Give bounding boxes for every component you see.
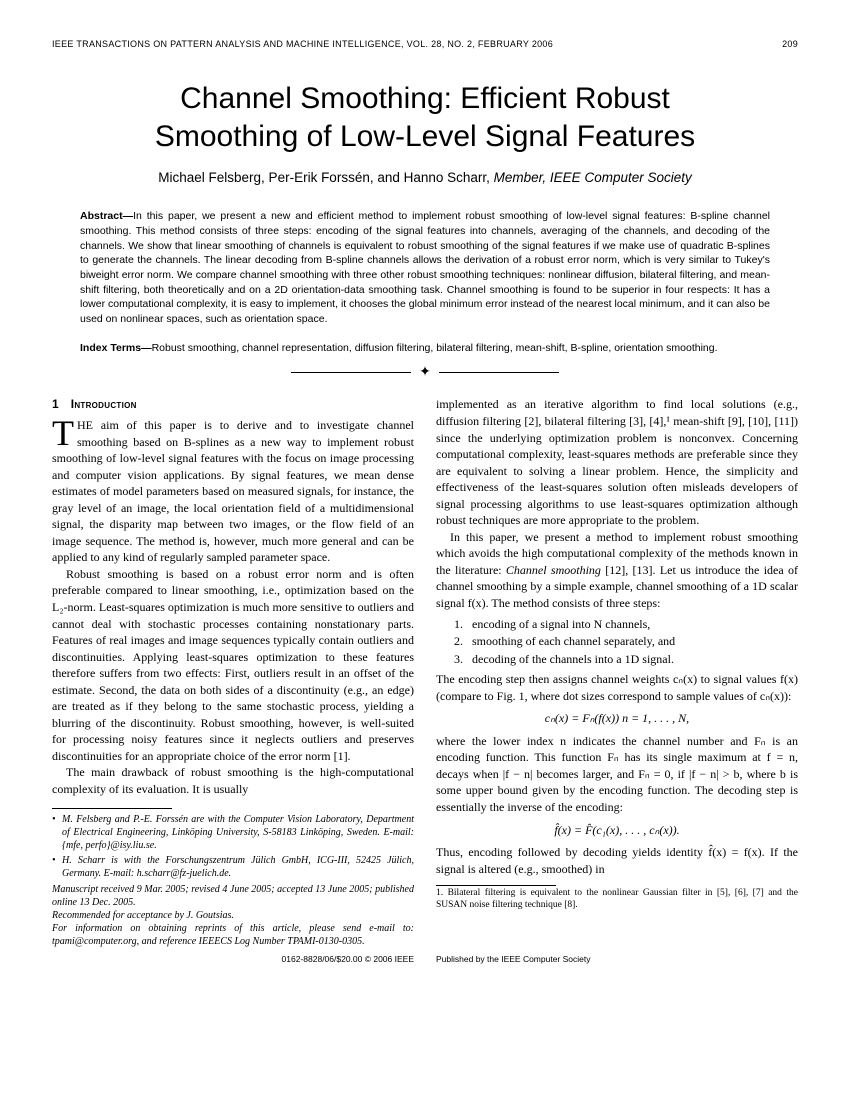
index-label: Index Terms—	[80, 342, 152, 354]
method-steps: 1.encoding of a signal into N channels, …	[454, 616, 798, 668]
paragraph: Robust smoothing is based on a robust er…	[52, 566, 414, 765]
abstract: Abstract—In this paper, we present a new…	[52, 209, 798, 327]
paragraph: Thus, encoding followed by decoding yiel…	[436, 844, 798, 877]
paragraph: where the lower index n indicates the ch…	[436, 733, 798, 816]
step-text: smoothing of each channel separately, an…	[472, 634, 675, 648]
manuscript-reprints: For information on obtaining reprints of…	[52, 922, 414, 948]
footer-line: 0162-8828/06/$20.00 © 2006 IEEE Publishe…	[52, 954, 798, 965]
paper-title: Channel Smoothing: Efficient Robust Smoo…	[52, 80, 798, 155]
right-column: implemented as an iterative algorithm to…	[436, 396, 798, 947]
index-text: Robust smoothing, channel representation…	[152, 342, 718, 354]
manuscript-dates: Manuscript received 9 Mar. 2005; revised…	[52, 883, 414, 909]
affiliation-item: H. Scharr is with the Forschungszentrum …	[52, 854, 414, 880]
step-item: 1.encoding of a signal into N channels,	[454, 616, 798, 633]
paragraph-emph: Channel smoothing	[506, 563, 601, 577]
index-terms: Index Terms—Robust smoothing, channel re…	[52, 341, 798, 356]
abstract-text: In this paper, we present a new and effi…	[80, 210, 770, 325]
authors-line: Michael Felsberg, Per-Erik Forssén, and …	[52, 169, 798, 187]
publisher-notice: Published by the IEEE Computer Society	[425, 954, 798, 965]
section-divider: ✦	[52, 364, 798, 383]
footnote-rule	[436, 885, 556, 886]
author-membership: Member, IEEE Computer Society	[494, 170, 692, 185]
page-number: 209	[782, 38, 798, 50]
paragraph: The main drawback of robust smoothing is…	[52, 764, 414, 797]
drop-cap: T	[52, 417, 77, 447]
section-title: Introduction	[71, 397, 137, 411]
affiliation-item: M. Felsberg and P.-E. Forssén are with t…	[52, 813, 414, 852]
step-item: 2.smoothing of each channel separately, …	[454, 633, 798, 650]
affiliations: M. Felsberg and P.-E. Forssén are with t…	[52, 813, 414, 880]
footnote: 1. Bilateral filtering is equivalent to …	[436, 888, 798, 912]
author-names: Michael Felsberg, Per-Erik Forssén, and …	[158, 170, 493, 185]
paragraph-text: HE aim of this paper is to derive and to…	[52, 418, 414, 564]
section-number: 1	[52, 397, 59, 411]
journal-name: IEEE TRANSACTIONS ON PATTERN ANALYSIS AN…	[52, 38, 553, 50]
manuscript-info: Manuscript received 9 Mar. 2005; revised…	[52, 883, 414, 948]
step-item: 3.decoding of the channels into a 1D sig…	[454, 651, 798, 668]
equation: cₙ(x) = Fₙ(f(x)) n = 1, . . . , N,	[436, 710, 798, 727]
paragraph: implemented as an iterative algorithm to…	[436, 396, 798, 528]
equation: f̂(x) = F̂(c₁(x), . . . , cₙ(x)).	[436, 822, 798, 839]
journal-header: IEEE TRANSACTIONS ON PATTERN ANALYSIS AN…	[52, 38, 798, 50]
section-heading-1: 1 Introduction	[52, 396, 414, 413]
paragraph: The encoding step then assigns channel w…	[436, 671, 798, 704]
manuscript-editor: Recommended for acceptance by J. Goutsia…	[52, 909, 414, 922]
abstract-label: Abstract—	[80, 210, 133, 222]
step-text: encoding of a signal into N channels,	[472, 617, 650, 631]
paragraph: THE aim of this paper is to derive and t…	[52, 417, 414, 566]
paragraph: In this paper, we present a method to im…	[436, 529, 798, 612]
title-line-2: Smoothing of Low-Level Signal Features	[155, 120, 695, 153]
left-column: 1 Introduction THE aim of this paper is t…	[52, 396, 414, 947]
copyright-notice: 0162-8828/06/$20.00 © 2006 IEEE	[52, 954, 425, 965]
title-line-1: Channel Smoothing: Efficient Robust	[180, 82, 670, 115]
step-text: decoding of the channels into a 1D signa…	[472, 652, 674, 666]
body-columns: 1 Introduction THE aim of this paper is t…	[52, 396, 798, 947]
affiliation-rule	[52, 808, 172, 809]
